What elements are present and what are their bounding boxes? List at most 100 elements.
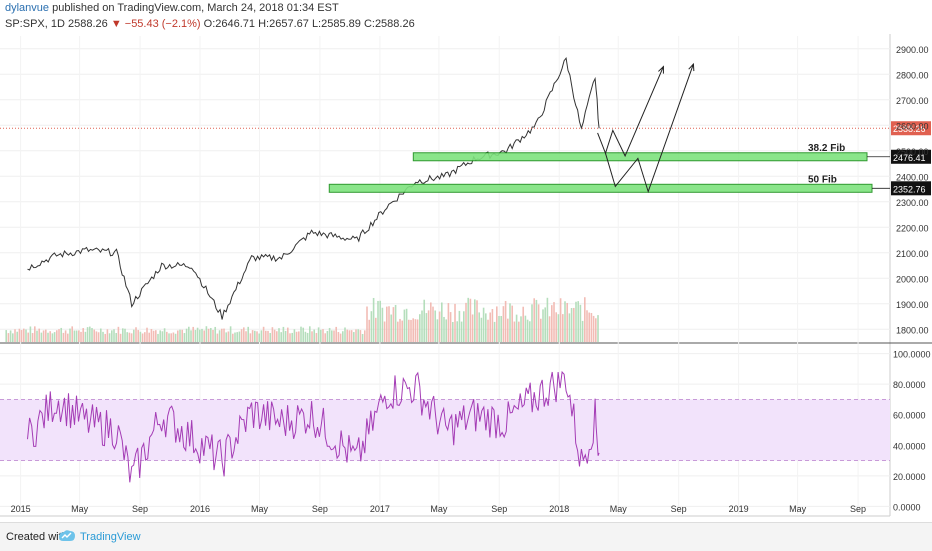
- time-tick-label: 2016: [190, 504, 210, 514]
- volume-bar: [423, 299, 426, 342]
- volume-bar: [421, 310, 423, 342]
- volume-bar: [551, 305, 553, 342]
- volume-bar: [273, 329, 276, 342]
- price-series: [27, 57, 600, 320]
- tradingview-brand-link[interactable]: TradingView: [80, 531, 141, 543]
- projection-path: [597, 66, 664, 158]
- volume-bar: [337, 332, 340, 342]
- volume-bar: [157, 333, 159, 342]
- volume-bar: [401, 320, 404, 342]
- time-tick-label: 2018: [549, 504, 569, 514]
- volume-bar: [403, 309, 406, 342]
- created-with-label: Created with: [6, 531, 68, 543]
- axis-labels: 1800.00 1900.00 2000.00 2100.00 2200.00 2300.…: [11, 45, 931, 514]
- volume-bar: [58, 329, 60, 342]
- volume-bar: [357, 329, 360, 342]
- volume-bar: [331, 330, 333, 342]
- volume-bar: [75, 330, 78, 342]
- volume-bar: [289, 333, 291, 342]
- price-chart[interactable]: 2588.26 38.2 Fib 2476.41 50 Fib 2352.76 1800…: [0, 0, 932, 522]
- volume-bar: [324, 333, 327, 342]
- volume-bar: [410, 319, 412, 342]
- last-price: 2588.26: [67, 18, 108, 30]
- volume-bar: [91, 328, 93, 342]
- volume-bar: [471, 314, 474, 342]
- volume-bar: [586, 310, 588, 342]
- volume-bar: [544, 307, 547, 342]
- volume-bar: [130, 333, 133, 342]
- tradingview-logo-icon[interactable]: [58, 529, 76, 543]
- price-tick-label: 2500.00: [896, 147, 929, 157]
- author-link[interactable]: dylanvue: [5, 2, 50, 14]
- volume-bar: [163, 328, 166, 342]
- volume-bar: [194, 330, 197, 342]
- volume-bar: [425, 313, 428, 342]
- volume-bar: [335, 326, 338, 342]
- volume-bar: [458, 310, 461, 342]
- time-tick-label: Sep: [312, 504, 328, 514]
- volume-bar: [520, 316, 522, 342]
- volume-bar: [383, 321, 386, 342]
- price-line: [27, 57, 600, 320]
- volume-bar: [485, 313, 487, 342]
- volume-bar: [522, 306, 525, 342]
- time-tick-label: Sep: [850, 504, 866, 514]
- publish-header: dylanvue published on TradingView.com, M…: [5, 2, 339, 14]
- volume-bar: [566, 302, 569, 342]
- price-tick-label: 2200.00: [896, 223, 929, 233]
- last-price-tag: [891, 121, 931, 136]
- volume-bar: [5, 330, 8, 342]
- price-change: −55.43 (−2.1%): [124, 18, 201, 30]
- volume-bar: [595, 318, 597, 342]
- volume-bar: [38, 328, 41, 342]
- volume-bar: [188, 326, 190, 342]
- volume-bar: [419, 314, 421, 342]
- volume-bar: [119, 333, 122, 342]
- volume-bar: [568, 313, 571, 342]
- volume-bar: [511, 305, 514, 342]
- volume-bar: [203, 330, 206, 342]
- volume-bar: [126, 332, 129, 342]
- volume-bar: [258, 333, 261, 342]
- price-tick-label: 2300.00: [896, 198, 929, 208]
- rsi-tick-label: 40.0000: [893, 441, 926, 451]
- volume-bar: [562, 314, 564, 342]
- volume-bar: [570, 308, 573, 342]
- volume-bar: [27, 332, 30, 342]
- rsi-tick-label: 80.0000: [893, 380, 926, 390]
- volume-bar: [135, 327, 137, 342]
- volume-bar: [29, 326, 32, 342]
- volume-bar: [370, 311, 373, 342]
- volume-bar: [36, 330, 38, 342]
- volume-bar: [234, 332, 236, 342]
- volume-bar: [227, 331, 230, 342]
- volume-bar: [93, 329, 96, 342]
- volume-bar: [441, 302, 443, 342]
- volume-bar: [95, 331, 98, 342]
- volume-bar: [238, 331, 241, 342]
- rsi-band: [0, 399, 890, 461]
- volume-bar: [148, 332, 151, 342]
- volume-bar: [430, 302, 432, 342]
- volume-bar: [531, 304, 533, 342]
- volume-bar: [97, 332, 100, 342]
- volume-bar: [564, 301, 566, 342]
- volume-bar: [320, 329, 322, 342]
- volume-bar: [218, 330, 221, 342]
- symbol-label[interactable]: SP:SPX, 1D: [5, 18, 65, 30]
- volume-bar: [322, 329, 324, 342]
- volume-bar: [456, 321, 459, 342]
- volume-bar: [80, 331, 82, 342]
- volume-bar: [529, 321, 531, 342]
- volume-bar: [509, 303, 511, 342]
- volume-bar: [201, 328, 203, 342]
- fib-zone-box: [412, 152, 868, 162]
- volume-bar: [78, 330, 80, 342]
- fib-value-tag: [891, 149, 931, 164]
- rsi-tick-label: 100.0000: [893, 350, 931, 360]
- volume-bar: [260, 330, 263, 342]
- volume-bar: [592, 315, 595, 342]
- volume-bar: [469, 298, 472, 342]
- volume-bar: [313, 329, 316, 342]
- volume-bar: [315, 333, 318, 342]
